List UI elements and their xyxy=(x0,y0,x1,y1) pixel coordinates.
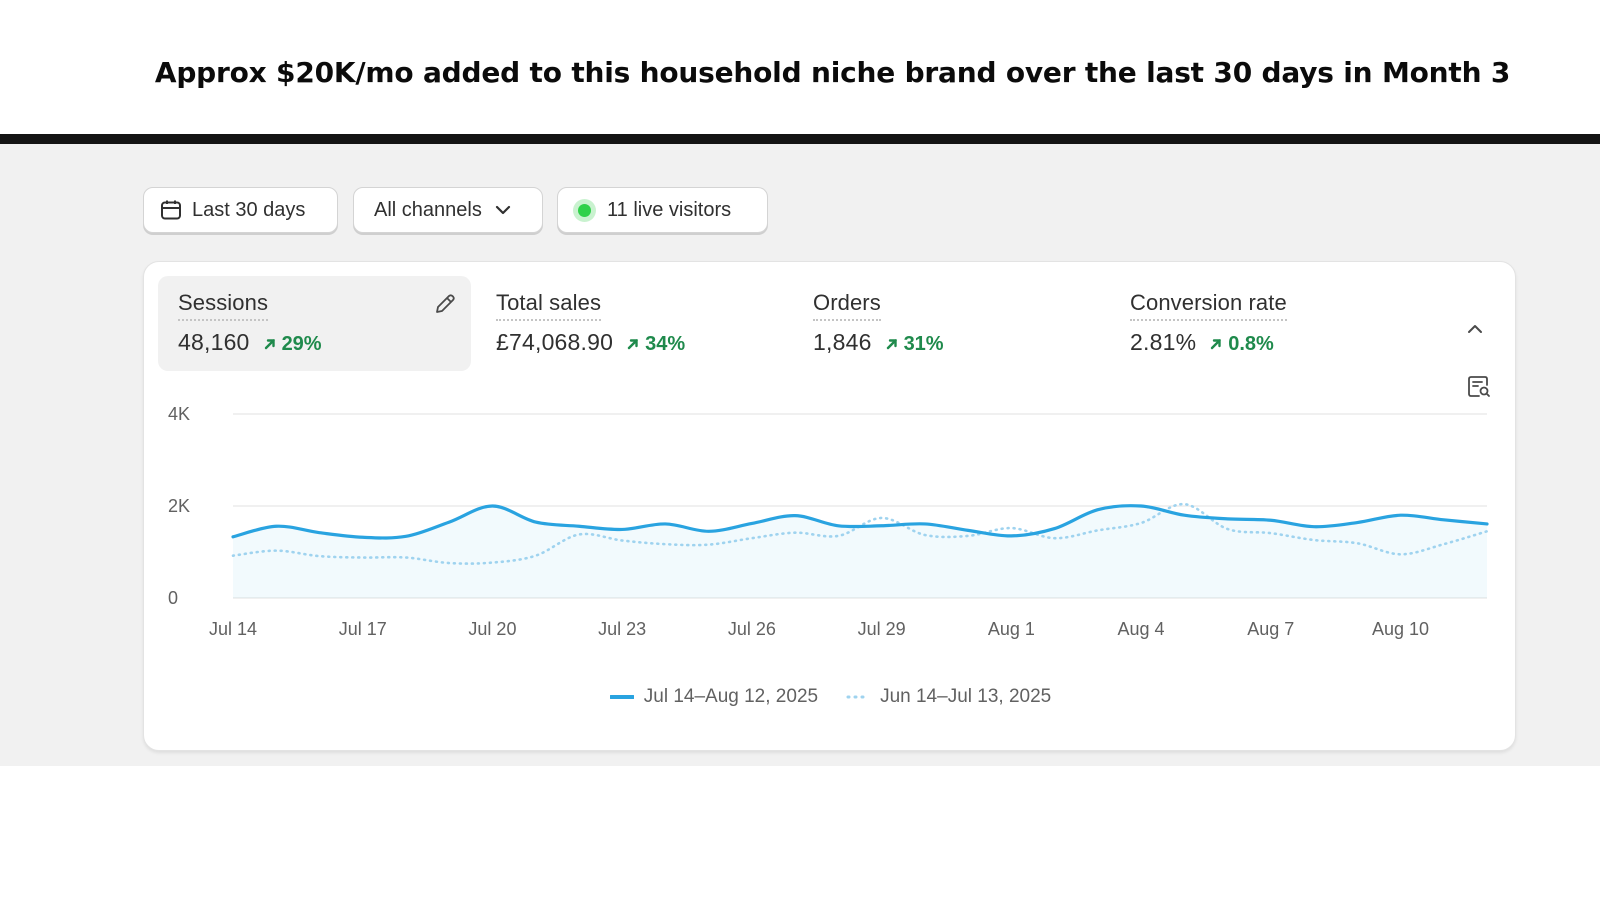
arrow-up-right-icon xyxy=(627,339,638,350)
metric-title: Total sales xyxy=(496,290,602,321)
legend-label: Jul 14–Aug 12, 2025 xyxy=(643,686,819,707)
metric-value: 48,160 xyxy=(178,329,250,355)
y-tick-label: 4K xyxy=(168,404,190,424)
chevron-up-icon[interactable] xyxy=(1464,318,1486,345)
x-tick-label: Aug 10 xyxy=(1372,619,1429,639)
metric-value: £74,068.90 xyxy=(496,329,614,355)
channels-dropdown[interactable]: All channels xyxy=(353,187,543,233)
report-search-icon[interactable] xyxy=(1466,374,1492,405)
series-area-current xyxy=(233,505,1487,598)
x-tick-label: Jul 29 xyxy=(858,619,906,639)
arrow-up-right-icon xyxy=(886,339,897,350)
metric-title: Conversion rate xyxy=(1130,290,1287,321)
metric-orders[interactable]: Orders 1,846 31% xyxy=(793,276,1106,371)
x-tick-label: Jul 20 xyxy=(468,619,516,639)
legend-swatch-solid xyxy=(609,695,634,699)
metric-change-value: 34% xyxy=(645,332,686,355)
metric-total-sales[interactable]: Total sales £74,068.90 34% xyxy=(476,276,789,371)
live-status-dot-icon xyxy=(578,203,591,217)
x-tick-label: Jul 26 xyxy=(728,619,776,639)
calendar-icon xyxy=(160,199,182,221)
legend-swatch-dotted xyxy=(846,695,871,699)
x-tick-label: Aug 4 xyxy=(1118,619,1165,639)
metric-change: 29% xyxy=(264,333,322,356)
metric-change-value: 31% xyxy=(903,332,944,355)
date-range-label: Last 30 days xyxy=(192,198,306,221)
y-tick-label: 2K xyxy=(168,496,190,516)
arrow-up-right-icon xyxy=(264,339,275,350)
x-tick-label: Jul 23 xyxy=(598,619,646,639)
metric-change: 31% xyxy=(886,333,944,356)
date-range-button[interactable]: Last 30 days xyxy=(143,187,338,233)
live-visitors-label: 11 live visitors xyxy=(607,198,732,221)
metric-value: 2.81% xyxy=(1130,329,1197,355)
analytics-panel: Last 30 days All channels 11 live visito… xyxy=(0,144,1600,766)
metric-change: 0.8% xyxy=(1210,333,1274,356)
legend-label: Jun 14–Jul 13, 2025 xyxy=(880,686,1052,707)
metric-conversion-rate[interactable]: Conversion rate 2.81% 0.8% xyxy=(1110,276,1423,371)
metric-change: 34% xyxy=(627,333,685,356)
chevron-down-icon xyxy=(494,201,512,219)
legend-item-current[interactable]: Jul 14–Aug 12, 2025 xyxy=(609,686,819,708)
metric-change-value: 29% xyxy=(281,332,322,355)
metric-value: 1,846 xyxy=(813,329,872,355)
metric-sessions[interactable]: Sessions 48,160 29% xyxy=(158,276,471,371)
metric-title: Orders xyxy=(813,290,881,321)
x-tick-label: Jul 17 xyxy=(339,619,387,639)
arrow-up-right-icon xyxy=(1211,339,1221,350)
x-tick-label: Jul 14 xyxy=(209,619,257,639)
sessions-line-chart: 4K 2K 0 Jul 14 Jul 17 Jul 20 Jul 23 Jul 26 Jul 2… xyxy=(168,404,1489,639)
metric-change-value: 0.8% xyxy=(1228,332,1274,355)
x-tick-label: Aug 7 xyxy=(1247,619,1294,639)
metrics-card: Sessions 48,160 29% Total sales £74,068.… xyxy=(143,261,1516,751)
channels-label: All channels xyxy=(374,198,482,221)
series-line-current xyxy=(231,504,1489,540)
edit-pencil-icon[interactable] xyxy=(433,292,457,321)
divider-bar xyxy=(0,134,1600,144)
x-tick-label: Aug 1 xyxy=(988,619,1035,639)
metric-title: Sessions xyxy=(178,290,269,321)
live-visitors-button[interactable]: 11 live visitors xyxy=(557,187,768,233)
headline: Approx $20K/mo added to this household n… xyxy=(154,56,1511,89)
legend-item-previous[interactable]: Jun 14–Jul 13, 2025 xyxy=(846,686,1051,708)
y-tick-label: 0 xyxy=(168,588,178,608)
chart-legend: Jul 14–Aug 12, 2025 Jun 14–Jul 13, 2025 xyxy=(144,686,1517,708)
